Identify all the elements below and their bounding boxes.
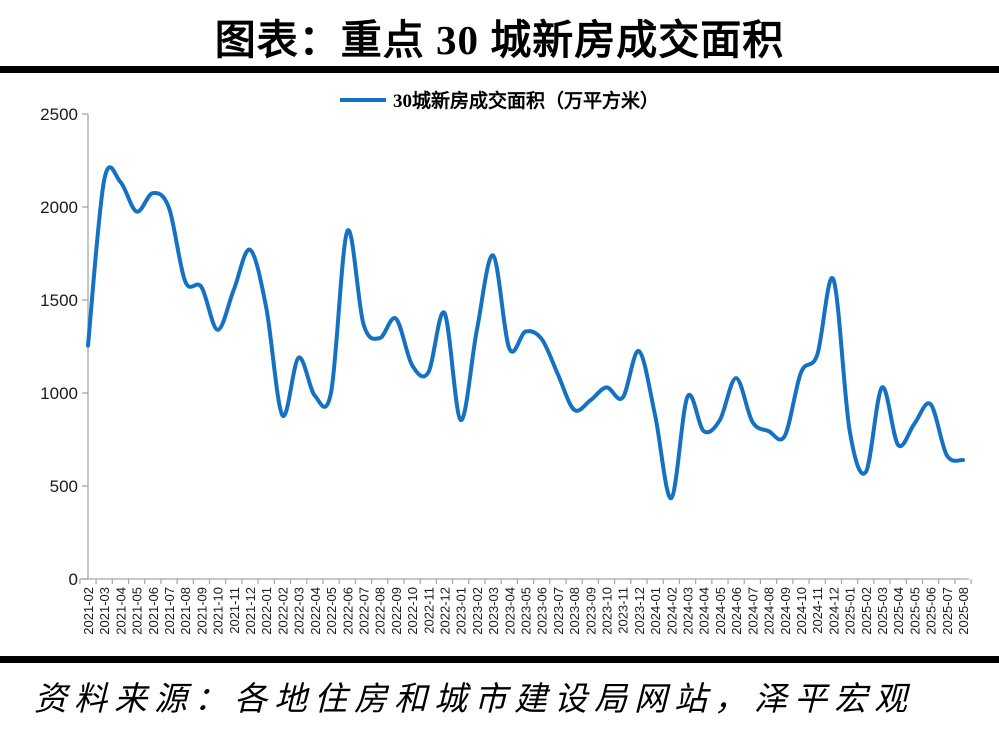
x-axis-label: 2022-10 xyxy=(405,587,420,635)
x-axis-label: 2023-02 xyxy=(470,587,485,635)
x-axis-label: 2025-05 xyxy=(907,587,922,635)
x-axis-label: 2023-12 xyxy=(632,587,647,635)
x-axis-label: 2022-01 xyxy=(259,587,274,635)
source-note: 资料来源：各地住房和城市建设局网站，泽平宏观 xyxy=(34,682,914,718)
x-axis-label: 2025-08 xyxy=(956,587,971,635)
y-axis-label: 500 xyxy=(50,477,78,496)
x-axis-label: 2024-11 xyxy=(810,587,825,634)
x-axis-label: 2023-08 xyxy=(567,587,582,635)
x-axis-label: 2023-01 xyxy=(454,587,469,635)
y-axis-label: 2000 xyxy=(40,198,78,217)
x-axis-label: 2022-06 xyxy=(340,587,355,635)
x-axis-label: 2024-05 xyxy=(713,587,728,635)
x-axis-label: 2021-09 xyxy=(194,587,209,635)
legend: 30城新房成交面积（万平方米） xyxy=(0,86,999,113)
x-axis-label: 2023-07 xyxy=(551,587,566,635)
x-axis-label: 2025-06 xyxy=(924,587,939,635)
x-axis-label: 2023-03 xyxy=(486,587,501,635)
top-divider xyxy=(0,66,999,73)
legend-line-marker xyxy=(339,98,386,102)
x-axis-label: 2022-09 xyxy=(389,587,404,635)
legend-label: 30城新房成交面积（万平方米） xyxy=(392,91,659,112)
x-axis-label: 2023-11 xyxy=(616,587,631,634)
x-axis-label: 2021-05 xyxy=(130,587,145,635)
x-axis-label: 2021-04 xyxy=(113,587,128,635)
x-axis-label: 2025-03 xyxy=(875,587,890,635)
x-axis-label: 2023-05 xyxy=(519,587,534,635)
x-axis-label: 2021-12 xyxy=(243,587,258,635)
x-axis-label: 2021-07 xyxy=(162,587,177,635)
x-axis-label: 2022-05 xyxy=(324,587,339,635)
x-axis-label: 2021-03 xyxy=(97,587,112,635)
x-axis-label: 2024-04 xyxy=(697,587,712,635)
x-axis-label: 2024-09 xyxy=(778,587,793,635)
x-axis-label: 2023-04 xyxy=(502,587,517,635)
page-title: 图表：重点 30 城新房成交面积 xyxy=(214,17,785,63)
x-axis-label: 2024-12 xyxy=(826,587,841,635)
y-axis-label: 2500 xyxy=(40,105,78,124)
x-axis-label: 2025-01 xyxy=(843,587,858,635)
x-axis-label: 2024-02 xyxy=(664,587,679,635)
x-axis-label: 2024-03 xyxy=(681,587,696,635)
x-axis-label: 2022-11 xyxy=(421,587,436,634)
x-axis-label: 2022-08 xyxy=(373,587,388,635)
x-axis-label: 2021-02 xyxy=(81,587,96,635)
x-axis-label: 2023-09 xyxy=(583,587,598,635)
bottom-divider xyxy=(0,656,999,663)
x-axis-label: 2022-02 xyxy=(275,587,290,635)
x-axis-label: 2022-12 xyxy=(437,587,452,635)
x-axis-label: 2024-06 xyxy=(729,587,744,635)
x-axis-label: 2024-01 xyxy=(648,587,663,635)
x-axis-label: 2021-10 xyxy=(211,587,226,635)
x-axis-label: 2024-08 xyxy=(762,587,777,635)
x-axis-label: 2024-07 xyxy=(745,587,760,635)
x-axis-label: 2022-03 xyxy=(292,587,307,635)
x-axis-label: 2023-10 xyxy=(600,587,615,635)
x-axis-label: 2024-10 xyxy=(794,587,809,635)
x-axis-label: 2021-06 xyxy=(146,587,161,635)
x-axis-label: 2025-07 xyxy=(940,587,955,635)
x-axis-label: 2021-08 xyxy=(178,587,193,635)
y-axis-label: 1000 xyxy=(40,384,78,403)
y-axis-label: 0 xyxy=(69,570,78,589)
x-axis-label: 2023-06 xyxy=(535,587,550,635)
x-axis-label: 2025-02 xyxy=(859,587,874,635)
x-axis-label: 2025-04 xyxy=(891,587,906,635)
y-axis-label: 1500 xyxy=(40,291,78,310)
x-axis-label: 2022-07 xyxy=(356,587,371,635)
x-axis-label: 2021-11 xyxy=(227,587,242,634)
data-series-line xyxy=(86,165,965,501)
x-axis-label: 2022-04 xyxy=(308,587,323,635)
